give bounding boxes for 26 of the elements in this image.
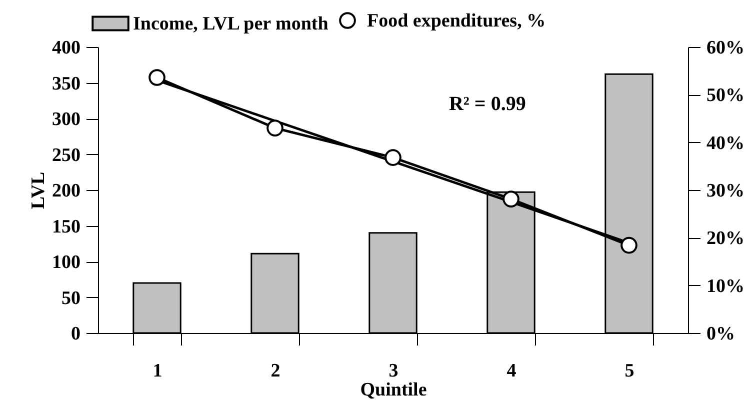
y-tick-label: 150 xyxy=(52,216,80,238)
y-tick-label: 350 xyxy=(52,73,80,94)
y2-tick-label: 40% xyxy=(706,132,744,154)
x-tick-label: 4 xyxy=(506,360,517,382)
y2-tick-label: 60% xyxy=(706,38,744,58)
legend-label: Income, LVL per month xyxy=(133,14,329,34)
y-axis-title: LVL xyxy=(28,172,49,210)
x-axis-title: Quintile xyxy=(360,380,427,400)
y-tick-label: 400 xyxy=(52,38,80,58)
y2-tick-label: 10% xyxy=(706,276,744,297)
legend-label: Food expenditures, % xyxy=(367,10,546,32)
y-tick-label: 300 xyxy=(52,109,80,130)
y2-tick-label: 0% xyxy=(706,324,735,344)
y-tick-label: 50 xyxy=(62,288,80,309)
x-tick-label: 3 xyxy=(388,360,398,382)
annotation: R² = 0.99 xyxy=(448,93,526,116)
y-tick-label: 200 xyxy=(52,180,80,202)
y2-tick-label: 30% xyxy=(706,180,744,202)
y-tick-label: 100 xyxy=(52,252,80,273)
x-tick-label: 2 xyxy=(270,360,280,382)
y2-tick-label: 20% xyxy=(706,228,744,250)
y2-tick-label: 50% xyxy=(706,85,744,106)
x-tick-label: 1 xyxy=(152,360,162,382)
y-tick-label: 0 xyxy=(71,324,80,344)
y-tick-label: 250 xyxy=(52,144,80,166)
x-tick-label: 5 xyxy=(624,360,634,382)
